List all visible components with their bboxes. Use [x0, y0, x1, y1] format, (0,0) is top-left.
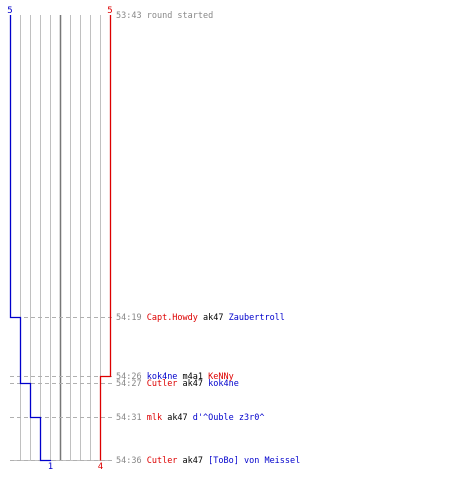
event-text: ak47: [198, 313, 229, 323]
series-line-team-a: [9, 15, 52, 462]
event-row: 54:36 Cutler ak47 [ToBo] von Meissel: [116, 456, 300, 466]
event-text: Capt.Howdy: [147, 313, 198, 323]
event-row: 53:43 round started: [116, 11, 213, 21]
event-text: round started: [147, 11, 214, 21]
event-text: Zaubertroll: [229, 313, 285, 323]
team-b-end-label: 4: [98, 462, 103, 472]
event-time: 54:31: [116, 413, 147, 423]
event-text: m4a1: [177, 372, 208, 382]
event-text: Cutler: [147, 456, 178, 466]
event-row: 54:31 mlk ak47 d'^Ouble z3r0^: [116, 413, 264, 423]
series-line-team-b: [99, 15, 112, 461]
event-text: [ToBo] von Meissel: [208, 456, 300, 466]
event-text: kok4ne: [147, 372, 178, 382]
event-time: 53:43: [116, 11, 147, 21]
event-text: ak47: [177, 456, 208, 466]
event-row: 54:27 Cutler ak47 kok4ne: [116, 379, 239, 389]
event-text: ak47: [177, 379, 208, 389]
event-text: Cutler: [147, 379, 178, 389]
event-time: 54:19: [116, 313, 147, 323]
team-a-start-label: 5: [7, 6, 12, 16]
event-row: 54:19 Capt.Howdy ak47 Zaubertroll: [116, 313, 285, 323]
event-row: 54:26 kok4ne m4a1 KeNNy: [116, 372, 234, 382]
event-text: KeNNy: [208, 372, 234, 382]
event-text: ak47: [162, 413, 193, 423]
event-text: mlk: [147, 413, 162, 423]
team-b-start-label: 5: [107, 6, 112, 16]
event-time: 54:26: [116, 372, 147, 382]
team-a-end-label: 1: [48, 462, 53, 472]
event-time: 54:36: [116, 456, 147, 466]
event-text: kok4ne: [208, 379, 239, 389]
event-text: d'^Ouble z3r0^: [193, 413, 265, 423]
event-time: 54:27: [116, 379, 147, 389]
